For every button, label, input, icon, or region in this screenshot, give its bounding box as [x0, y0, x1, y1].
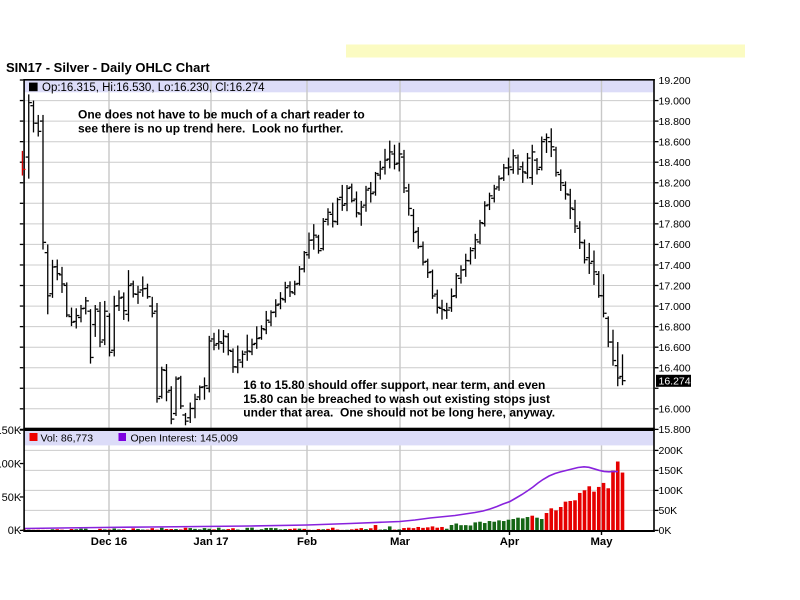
svg-text:16.400: 16.400 — [659, 363, 691, 375]
svg-text:15.80 can be breached to wash: 15.80 can be breached to wash out existi… — [243, 392, 550, 406]
svg-text:see there is no up trend here.: see there is no up trend here. Look no f… — [78, 121, 343, 135]
svg-text:Jan 17: Jan 17 — [193, 536, 228, 548]
svg-text:0K: 0K — [659, 525, 672, 537]
svg-text:Dec 16: Dec 16 — [91, 536, 127, 548]
svg-text:150K: 150K — [659, 465, 684, 477]
svg-text:150K: 150K — [0, 425, 22, 437]
svg-text:Feb: Feb — [297, 536, 317, 548]
svg-text:Apr: Apr — [500, 536, 520, 548]
svg-text:18.400: 18.400 — [659, 157, 691, 169]
svg-text:SIN17 - Silver - Daily OHLC Ch: SIN17 - Silver - Daily OHLC Chart — [6, 60, 210, 75]
svg-text:200K: 200K — [659, 445, 684, 457]
svg-text:Open Interest: 145,009: Open Interest: 145,009 — [131, 432, 239, 444]
svg-text:16.000: 16.000 — [659, 404, 691, 416]
svg-text:17.400: 17.400 — [659, 260, 691, 272]
svg-text:19.000: 19.000 — [659, 95, 691, 107]
svg-text:50K: 50K — [2, 492, 22, 504]
svg-text:19.200: 19.200 — [659, 75, 691, 87]
svg-text:May: May — [591, 536, 614, 548]
svg-text:One does not have to be much o: One does not have to be much of a chart … — [78, 108, 365, 122]
svg-text:under that area. One should n: under that area. One should not be long … — [243, 406, 555, 420]
svg-text:Vol: 86,773: Vol: 86,773 — [41, 432, 94, 444]
svg-text:17.600: 17.600 — [659, 239, 691, 251]
svg-text:17.800: 17.800 — [659, 219, 691, 231]
svg-text:18.600: 18.600 — [659, 137, 691, 149]
svg-text:0K: 0K — [8, 525, 22, 537]
svg-text:18.800: 18.800 — [659, 116, 691, 128]
svg-text:16.600: 16.600 — [659, 342, 691, 354]
svg-text:16.800: 16.800 — [659, 321, 691, 333]
svg-text:16.274: 16.274 — [659, 376, 691, 388]
svg-text:15.800: 15.800 — [659, 424, 691, 436]
svg-text:100K: 100K — [659, 485, 684, 497]
svg-text:100K: 100K — [0, 458, 22, 470]
svg-text:16 to 15.80 should offer suppo: 16 to 15.80 should offer support, near t… — [243, 378, 545, 392]
svg-text:Op:16.315, Hi:16.530, Lo:16.23: Op:16.315, Hi:16.530, Lo:16.230, Cl:16.2… — [42, 82, 265, 94]
svg-text:50K: 50K — [659, 505, 678, 517]
svg-text:18.000: 18.000 — [659, 198, 691, 210]
svg-text:18.200: 18.200 — [659, 178, 691, 190]
svg-text:17.200: 17.200 — [659, 280, 691, 292]
svg-text:Mar: Mar — [390, 536, 411, 548]
svg-text:17.000: 17.000 — [659, 301, 691, 313]
